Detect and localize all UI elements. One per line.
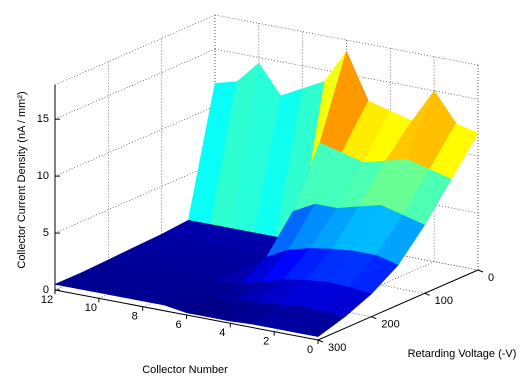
x-tick-label: 2 xyxy=(263,336,269,348)
y-tick xyxy=(317,339,324,343)
y-axis-label: Retarding Voltage (-V) xyxy=(408,348,517,360)
y-tick-label: 100 xyxy=(435,295,453,307)
x-tick-label: 12 xyxy=(41,294,53,306)
z-tick-label: 15 xyxy=(37,113,49,125)
x-axis-label: Collector Number xyxy=(142,364,228,376)
y-axis-line xyxy=(317,269,479,341)
y-tick-label: 200 xyxy=(381,319,399,331)
z-tick-label: 0 xyxy=(43,284,49,296)
z-axis-label: Collector Current Density (nA / mm²) xyxy=(16,91,28,268)
y-tick xyxy=(477,269,484,273)
box-edge xyxy=(54,14,216,86)
x-tick-label: 4 xyxy=(219,327,225,339)
x-tick-label: 8 xyxy=(132,311,138,323)
x-tick-label: 6 xyxy=(175,319,181,331)
grid-line xyxy=(54,162,216,234)
surface-patch xyxy=(295,311,345,337)
surface xyxy=(54,51,479,337)
z-tick-label: 10 xyxy=(37,170,49,182)
x-tick-label: 0 xyxy=(307,344,313,356)
y-tick xyxy=(424,292,430,296)
x-tick-label: 10 xyxy=(85,302,97,314)
grid-line xyxy=(54,48,216,120)
grid-line xyxy=(54,105,216,177)
y-tick xyxy=(371,316,377,320)
z-tick-label: 5 xyxy=(43,227,49,239)
y-tick-label: 0 xyxy=(488,272,494,284)
y-tick-label: 300 xyxy=(328,342,346,354)
